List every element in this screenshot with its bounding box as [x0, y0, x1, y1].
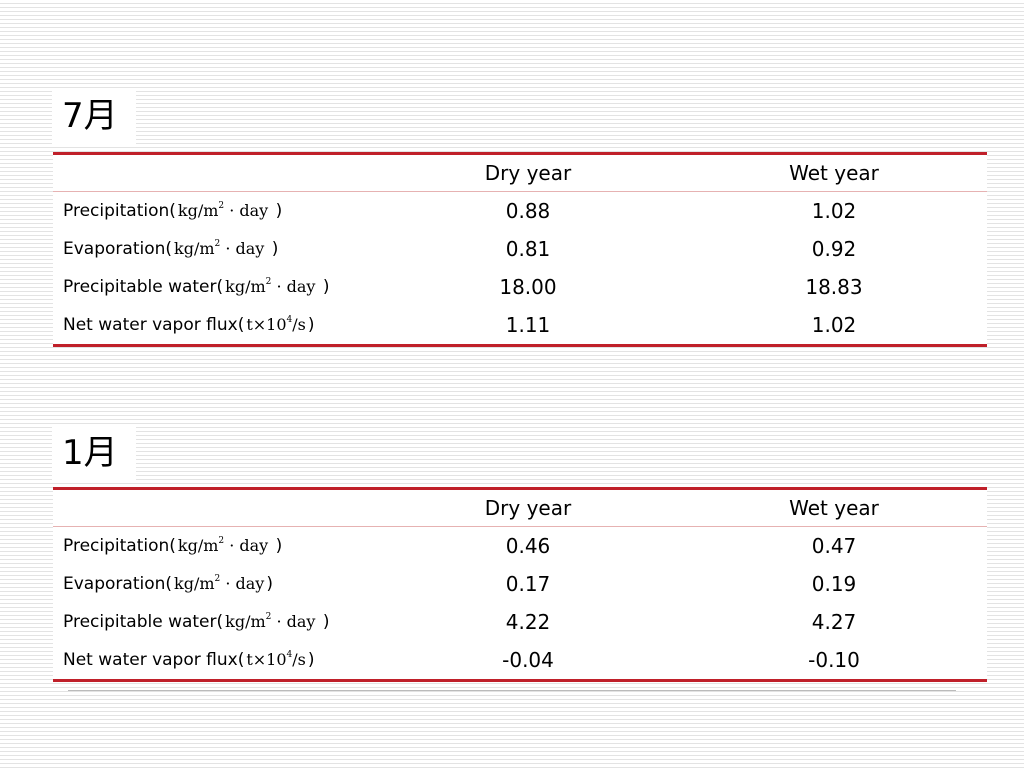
dry-year-value: 0.88 [505, 199, 551, 223]
header-dry-year: Dry year [484, 161, 572, 185]
unit-formula: kg/m2 · day [225, 276, 316, 296]
wet-year-value: 1.02 [811, 199, 857, 223]
table-row: Precipitable water(kg/m2 · day ) 18.00 1… [53, 268, 987, 306]
table-header-row: Dry year Wet year [53, 155, 987, 192]
table-row: Evaporation(kg/m2 · day ) 0.81 0.92 [53, 230, 987, 268]
unit-formula: kg/m2 · day [174, 573, 265, 593]
wet-year-value: 4.27 [811, 610, 857, 634]
header-wet-year: Wet year [789, 496, 879, 520]
row-label: Precipitable water(kg/m2 · day ) [63, 611, 330, 632]
table-row: Precipitable water(kg/m2 · day ) 4.22 4.… [53, 603, 987, 641]
row-label-text: Net water vapor flux( [63, 315, 245, 335]
unit-formula: t×104/s [246, 314, 306, 334]
dry-year-value: 0.17 [505, 572, 551, 596]
wet-year-value: 1.02 [811, 313, 857, 337]
row-label-text: Evaporation( [63, 239, 173, 259]
row-label-text: Precipitable water( [63, 612, 224, 632]
table-row: Net water vapor flux(t×104/s) -0.04 -0.1… [53, 641, 987, 679]
dry-year-value: 0.81 [505, 237, 551, 261]
dry-year-value: 1.11 [505, 313, 551, 337]
wet-year-value: 18.83 [805, 275, 863, 299]
table-row: Precipitation(kg/m2 · day ) 0.46 0.47 [53, 527, 987, 565]
dry-year-value: 4.22 [505, 610, 551, 634]
row-label: Net water vapor flux(t×104/s) [63, 649, 315, 670]
unit-formula: kg/m2 · day [177, 535, 269, 555]
unit-formula: kg/m2 · day [174, 238, 265, 258]
dry-year-value: 18.00 [499, 275, 557, 299]
unit-formula: kg/m2 · day [177, 200, 269, 220]
row-label: Precipitation(kg/m2 · day ) [63, 200, 283, 221]
header-dry-year: Dry year [484, 496, 572, 520]
data-table-january: Dry year Wet year Precipitation(kg/m2 · … [53, 487, 987, 682]
wet-year-value: 0.47 [811, 534, 857, 558]
row-label-text: Precipitable water( [63, 277, 224, 297]
table-row: Net water vapor flux(t×104/s) 1.11 1.02 [53, 306, 987, 344]
row-label: Precipitable water(kg/m2 · day ) [63, 276, 330, 297]
header-wet-year: Wet year [789, 161, 879, 185]
table-header-row: Dry year Wet year [53, 490, 987, 527]
row-label-text: Net water vapor flux( [63, 650, 245, 670]
section-title-july: 7月 [52, 88, 136, 144]
dry-year-value: 0.46 [505, 534, 551, 558]
row-label-text: Evaporation( [63, 574, 173, 594]
row-label: Precipitation(kg/m2 · day ) [63, 535, 283, 556]
unit-formula: t×104/s [246, 649, 306, 669]
wet-year-value: 0.92 [811, 237, 857, 261]
wet-year-value: -0.10 [808, 648, 860, 672]
section-title-january: 1月 [52, 425, 136, 481]
row-label: Evaporation(kg/m2 · day ) [63, 238, 279, 259]
table-row: Evaporation(kg/m2 · day) 0.17 0.19 [53, 565, 987, 603]
row-label: Net water vapor flux(t×104/s) [63, 314, 315, 335]
table-row: Precipitation(kg/m2 · day ) 0.88 1.02 [53, 192, 987, 230]
bottom-divider [68, 690, 956, 691]
row-label-text: Precipitation( [63, 536, 176, 556]
dry-year-value: -0.04 [502, 648, 554, 672]
data-table-july: Dry year Wet year Precipitation(kg/m2 · … [53, 152, 987, 347]
row-label: Evaporation(kg/m2 · day) [63, 573, 273, 594]
unit-formula: kg/m2 · day [225, 611, 316, 631]
row-label-text: Precipitation( [63, 201, 176, 221]
wet-year-value: 0.19 [811, 572, 857, 596]
